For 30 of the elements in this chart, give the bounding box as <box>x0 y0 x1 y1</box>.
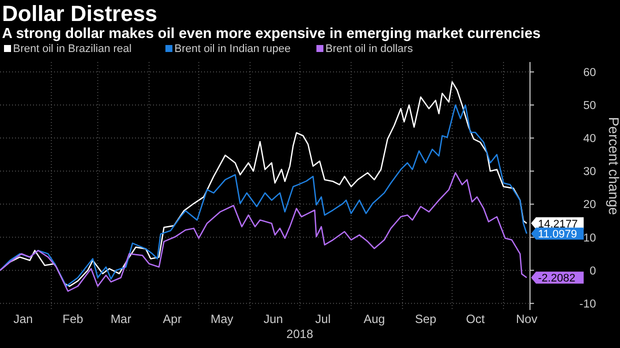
y-tick-label: 30 <box>583 166 596 178</box>
x-tick-label: Apr <box>162 312 182 326</box>
y-tick-label: 60 <box>583 66 596 79</box>
legend-label: Brent oil in Indian rupee <box>174 43 291 55</box>
x-tick-label: Nov <box>516 312 538 326</box>
x-tick-label: Sep <box>414 312 437 326</box>
x-tick-label: Jul <box>315 312 331 326</box>
legend-label: Brent oil in Brazilian real <box>13 43 132 55</box>
data-label: 11.0979 <box>538 228 577 241</box>
x-tick-label: Mar <box>110 312 132 326</box>
legend-label: Brent oil in dollars <box>325 43 414 55</box>
y-tick-label: 40 <box>583 133 596 146</box>
x-tick-label: Jan <box>14 312 33 326</box>
data-label: 14.2177 <box>538 218 578 230</box>
x-axis-title: 2018 <box>286 327 314 341</box>
y-tick-label: 0 <box>590 265 596 278</box>
y-tick-label: 20 <box>583 199 596 212</box>
x-tick-label: Aug <box>364 312 385 326</box>
x-tick-label: Oct <box>466 312 486 326</box>
y-tick-label: 10 <box>583 232 596 244</box>
chart-subtitle: A strong dollar makes oil even more expensive in emerging market currencies <box>2 26 541 42</box>
y-tick-label: -10 <box>579 298 596 310</box>
x-tick-label: May <box>210 312 234 326</box>
data-label: -2.2082 <box>538 272 576 285</box>
y-axis-title: Percent change <box>606 116 620 216</box>
y-tick-label: 50 <box>583 100 596 112</box>
x-tick-label: Jun <box>264 312 283 326</box>
x-tick-label: Feb <box>62 312 84 326</box>
chart-title: Dollar Distress <box>2 1 158 26</box>
line-series <box>0 172 528 292</box>
